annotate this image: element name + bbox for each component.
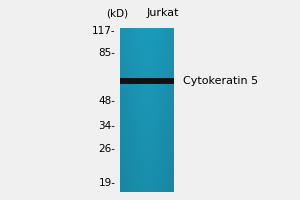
Bar: [120, 78, 174, 84]
Text: 85-: 85-: [98, 48, 116, 58]
Text: 26-: 26-: [98, 144, 116, 154]
Text: Cytokeratin 5: Cytokeratin 5: [183, 76, 258, 86]
Text: 34-: 34-: [98, 121, 116, 131]
Text: 117-: 117-: [92, 26, 116, 36]
Text: (kD): (kD): [106, 8, 129, 18]
Text: 19-: 19-: [98, 178, 116, 188]
Text: Jurkat: Jurkat: [147, 8, 179, 18]
Text: 48-: 48-: [98, 96, 116, 106]
